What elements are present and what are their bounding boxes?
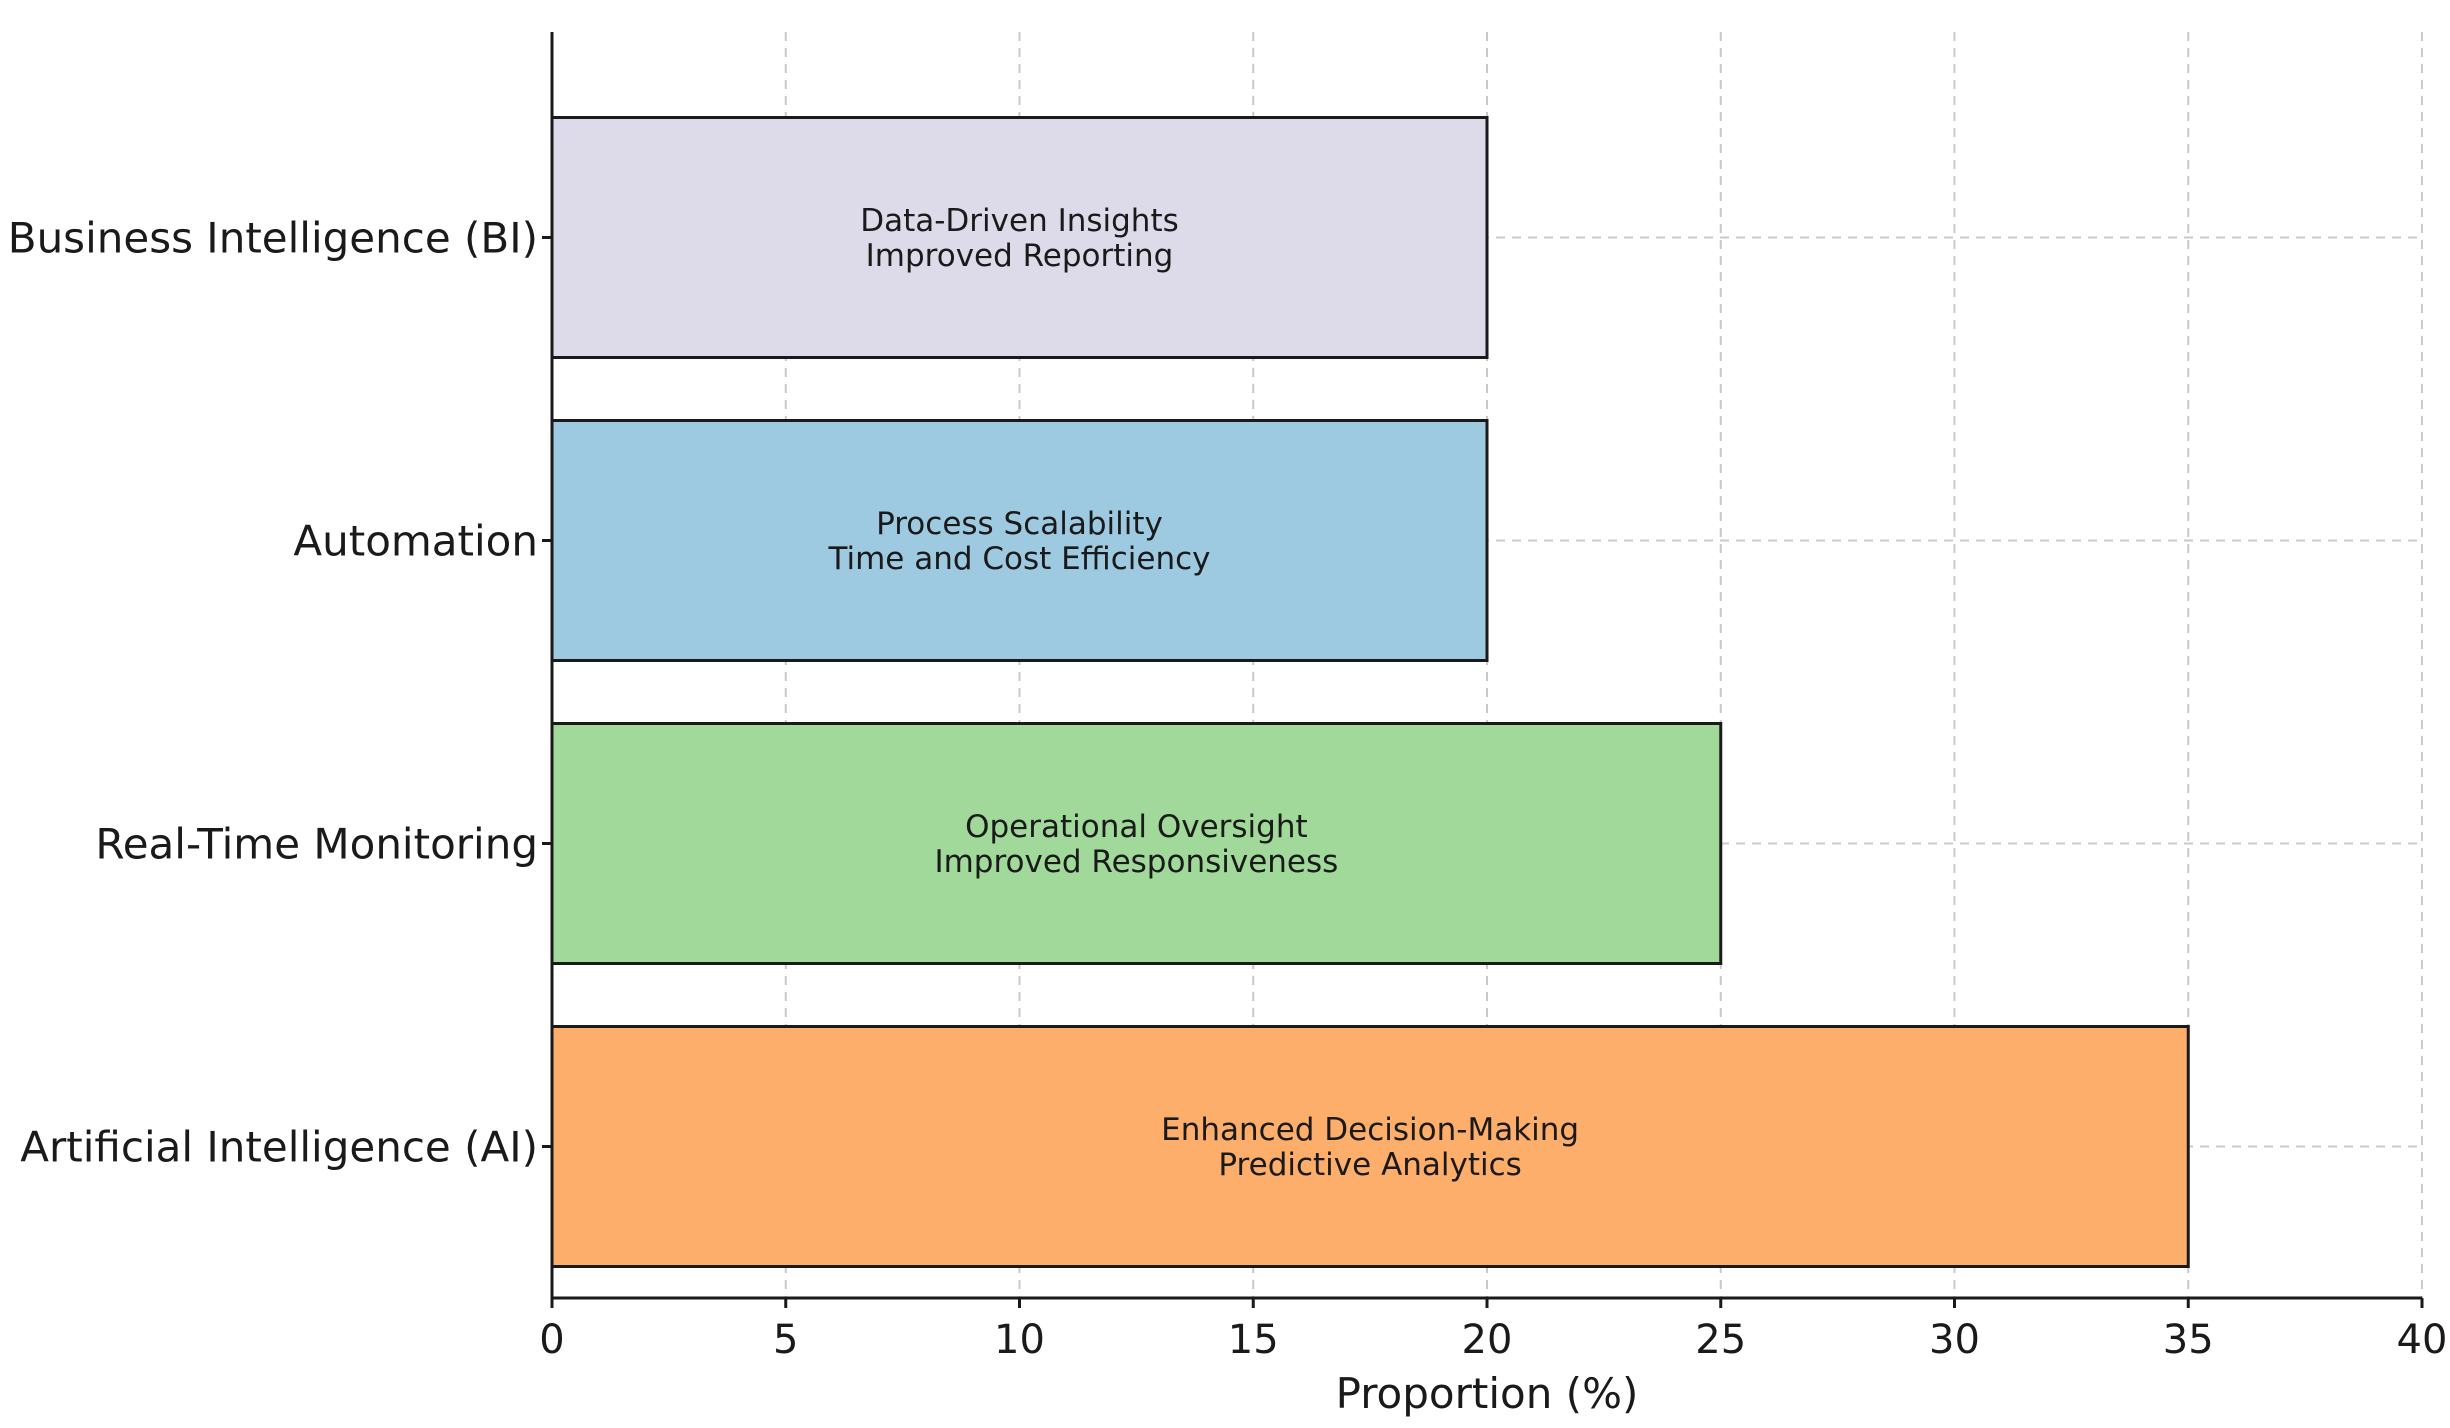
x-tick-label: 20	[1462, 1317, 1513, 1363]
bar	[550, 722, 1723, 965]
x-axis-label: Proportion (%)	[1336, 1369, 1639, 1418]
bars-layer	[550, 116, 2190, 1268]
x-tick-label: 40	[2397, 1317, 2448, 1363]
bar-annotation: Enhanced Decision-Making	[1161, 1112, 1579, 1148]
axes-layer	[542, 32, 2424, 1308]
bar	[550, 419, 1489, 662]
y-tick-label: Artificial Intelligence (AI)	[20, 1123, 538, 1172]
y-tick-label: Real-Time Monitoring	[95, 820, 538, 869]
bar-annotation: Data-Driven Insights	[860, 203, 1179, 239]
y-tick-label: Business Intelligence (BI)	[8, 214, 538, 263]
bar-annotation: Process Scalability	[876, 506, 1163, 542]
y-tick-label: Automation	[293, 517, 538, 566]
x-tick-label: 30	[1929, 1317, 1980, 1363]
x-tick-label: 35	[2163, 1317, 2214, 1363]
bar-annotation: Operational Oversight	[965, 809, 1308, 845]
x-tick-label: 5	[773, 1317, 798, 1363]
x-tick-label: 15	[1228, 1317, 1279, 1363]
x-tick-label: 10	[994, 1317, 1045, 1363]
bar-annotation: Time and Cost Efficiency	[828, 541, 1211, 577]
bar	[550, 1025, 2190, 1268]
bar-annotation: Predictive Analytics	[1218, 1147, 1521, 1183]
bar-annotation: Improved Responsiveness	[934, 844, 1338, 880]
x-tick-label: 0	[539, 1317, 564, 1363]
bar-annotation: Improved Reporting	[866, 238, 1174, 274]
x-tick-label: 25	[1695, 1317, 1746, 1363]
